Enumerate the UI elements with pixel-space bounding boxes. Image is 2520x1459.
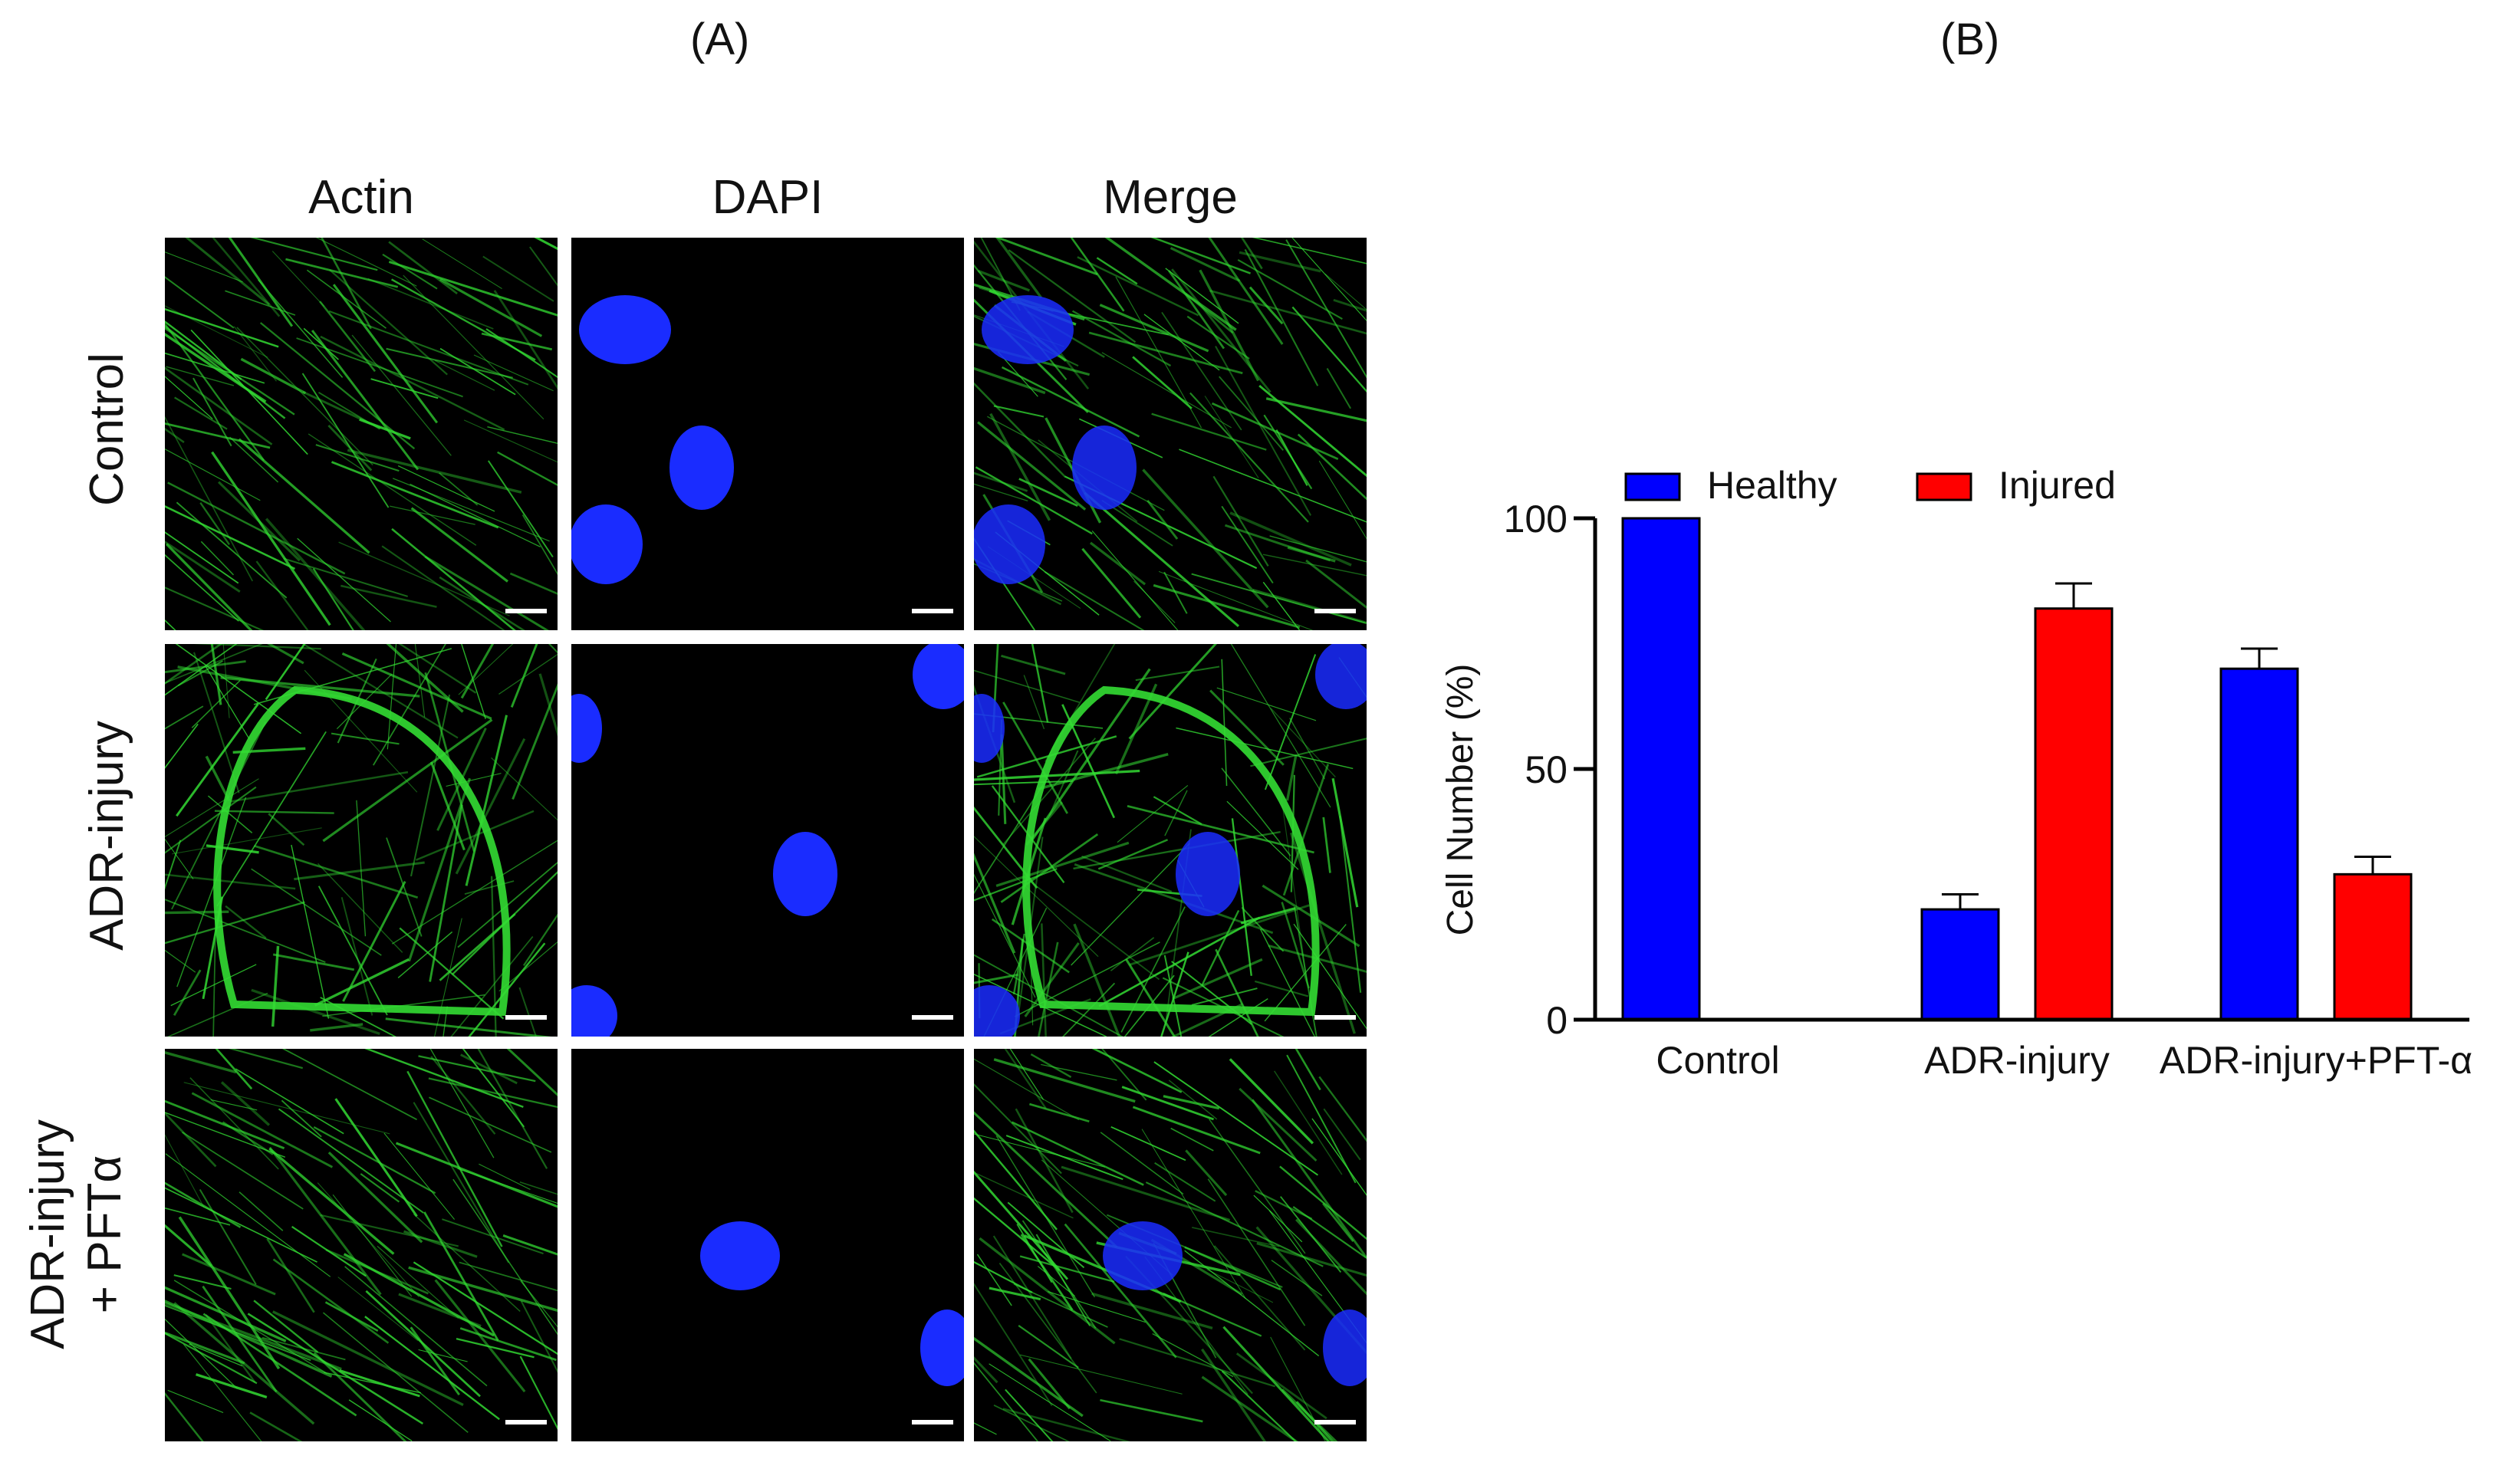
- micrograph-actin-adr-injury: [165, 644, 558, 1037]
- scale-bar: [912, 1420, 953, 1424]
- micrograph-dapi-control: [571, 238, 964, 630]
- micrograph-actin-adr-injury-pft: [165, 1049, 558, 1441]
- bar-injured-2: [2333, 872, 2413, 1021]
- panel-b-letter: (B): [1940, 15, 2000, 64]
- micrograph-dapi-adr-injury-pft: [571, 1049, 964, 1441]
- micrograph-merge-adr-injury: [974, 644, 1367, 1037]
- scale-bar: [1314, 1420, 1356, 1424]
- bar-healthy-1: [1920, 908, 2000, 1021]
- scale-bar: [505, 1420, 547, 1424]
- legend-swatch-healthy: [1624, 472, 1681, 501]
- scale-bar: [1314, 609, 1356, 613]
- row-label-adr-injury-pft: ADR-injury + PFTα: [20, 1035, 133, 1434]
- row-label-control: Control: [81, 353, 133, 506]
- chart-axes: 0 50 100 Control ADR-injury ADR-injury+PFT-α: [1504, 498, 2473, 1082]
- bar-healthy-2: [2219, 667, 2299, 1021]
- legend-label-injured: Injured: [1999, 464, 2116, 507]
- column-header-merge: Merge: [1103, 171, 1238, 224]
- scale-bar: [912, 609, 953, 613]
- row-label-line-1: ADR-injury: [21, 1119, 74, 1349]
- legend-swatch-injured: [1916, 472, 1972, 501]
- y-tick-label: 0: [1546, 999, 1568, 1042]
- chart-bars: [1621, 517, 2413, 1021]
- scale-bar: [1314, 1015, 1356, 1020]
- chart-legend: Healthy Injured: [1624, 464, 2116, 507]
- column-header-dapi: DAPI: [712, 171, 824, 224]
- y-tick-label: 100: [1504, 498, 1568, 541]
- micrograph-merge-adr-injury-pft: [974, 1049, 1367, 1441]
- panel-a-letter: (A): [690, 15, 750, 64]
- micrograph-dapi-adr-injury: [571, 644, 964, 1037]
- scale-bar: [505, 609, 547, 613]
- bar-injured-1: [2034, 607, 2114, 1021]
- scale-bar: [912, 1015, 953, 1020]
- scale-bar: [505, 1015, 547, 1020]
- column-header-actin: Actin: [308, 171, 414, 224]
- y-axis-label: Cell Number (%): [1440, 664, 1481, 936]
- x-category-label: Control: [1656, 1039, 1779, 1082]
- micrograph-actin-control: [165, 238, 558, 630]
- x-category-label: ADR-injury: [1924, 1039, 2110, 1082]
- row-label-adr-injury: ADR-injury: [81, 721, 133, 951]
- y-tick-label: 50: [1525, 748, 1568, 791]
- legend-label-healthy: Healthy: [1707, 464, 1837, 507]
- x-category-label: ADR-injury+PFT-α: [2160, 1039, 2472, 1082]
- cell-number-bar-chart: Healthy Injured 0 50 100 Control ADR-injury AD…: [1440, 464, 2473, 1082]
- bar-healthy-0: [1621, 517, 1701, 1021]
- row-label-line-2: + PFTα: [78, 1155, 131, 1314]
- micrograph-merge-control: [974, 238, 1367, 630]
